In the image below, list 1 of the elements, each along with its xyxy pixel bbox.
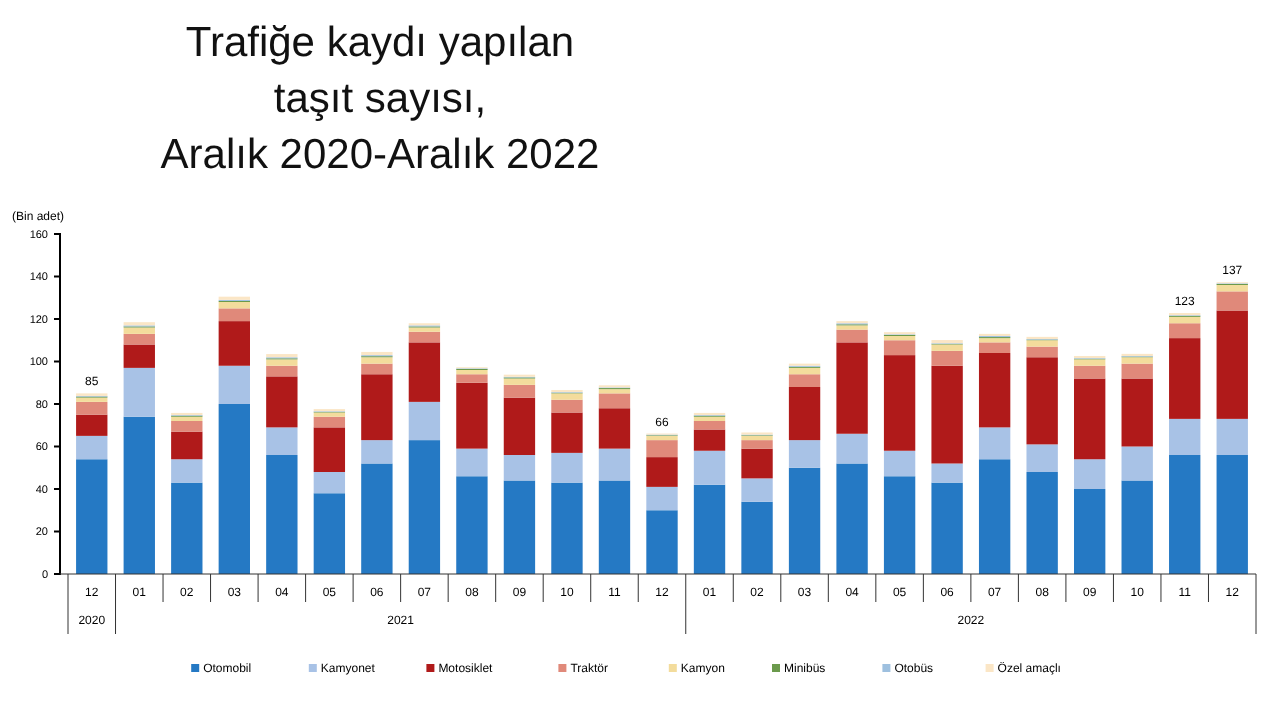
chart-title: Trafiğe kaydı yapılan taşıt sayısı, Aralık 2020-Aralık 2022 bbox=[160, 20, 600, 178]
